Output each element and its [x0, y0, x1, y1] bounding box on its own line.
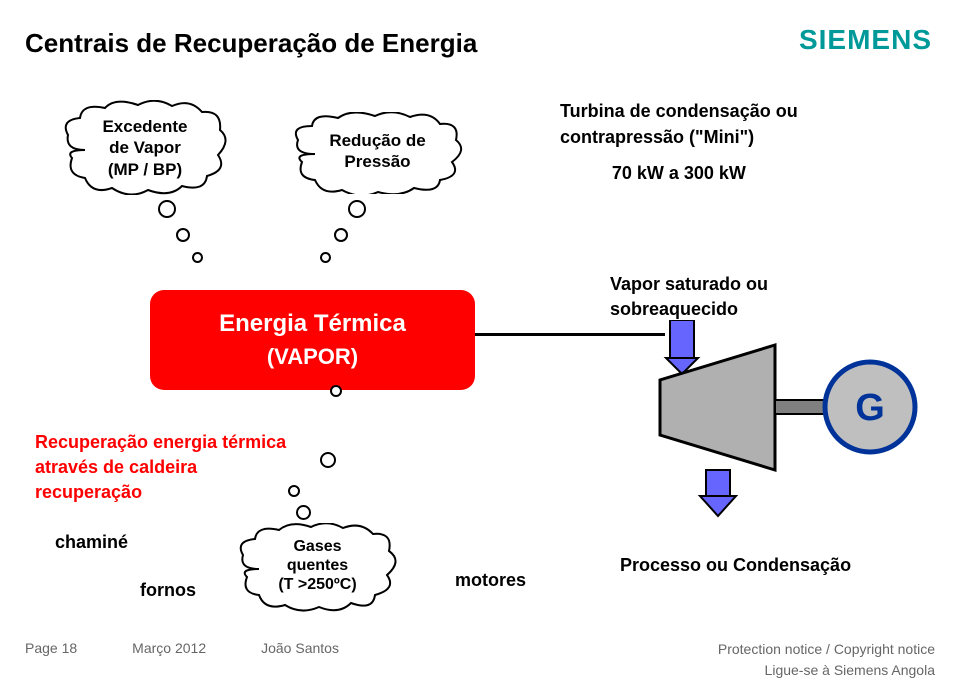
cloud1-dot1	[158, 200, 176, 218]
vapor-text: Vapor saturado ou sobreaquecido	[610, 272, 768, 322]
turb-l2: contrapressão ("Mini")	[560, 124, 798, 150]
page-title: Centrais de Recuperação de Energia	[25, 28, 477, 59]
rec-l3: recuperação	[35, 480, 286, 505]
cloud1-l1: Excedente	[60, 116, 230, 137]
cloud-gases: Gases quentes (T >250ºC)	[235, 523, 400, 613]
cloud1-dot3	[192, 252, 203, 263]
energia-termica-block: Energia Térmica (VAPOR)	[150, 290, 475, 390]
cloud3-dot2	[288, 485, 300, 497]
cloud3-l1: Gases	[235, 537, 400, 556]
cloud2-l1: Redução de	[290, 130, 465, 151]
processo-text: Processo ou Condensação	[620, 555, 851, 576]
turb-l3: 70 kW a 300 kW	[560, 160, 798, 186]
red-top: Energia Térmica	[219, 310, 406, 338]
cloud1-l2: de Vapor	[60, 137, 230, 158]
recuperacao-text: Recuperação energia térmica através de c…	[35, 430, 286, 506]
cloud-reducao: Redução de Pressão	[290, 112, 465, 194]
footer-date: Março 2012	[132, 640, 206, 681]
turb-l1: Turbina de condensação ou	[560, 98, 798, 124]
vapor-l2: sobreaquecido	[610, 297, 768, 322]
turbine-graphic: G	[650, 320, 930, 520]
connector-line	[475, 333, 665, 336]
footer-author: João Santos	[261, 640, 339, 681]
footer-tagline: Ligue-se à Siemens Angola	[718, 661, 935, 681]
label-chamine: chaminé	[55, 532, 128, 553]
red-sub: (VAPOR)	[267, 344, 358, 370]
cloud2-l2: Pressão	[290, 151, 465, 172]
footer: Page 18 Março 2012 João Santos Protectio…	[25, 640, 935, 681]
rec-l1: Recuperação energia térmica	[35, 430, 286, 455]
cloud1-l3: (MP / BP)	[60, 159, 230, 180]
cloud2-dot1	[348, 200, 366, 218]
cloud1-dot2	[176, 228, 190, 242]
turbine-desc: Turbina de condensação ou contrapressão …	[560, 98, 798, 186]
cloud-excedente: Excedente de Vapor (MP / BP)	[60, 100, 230, 195]
footer-notice: Protection notice / Copyright notice	[718, 640, 935, 660]
red-dot	[330, 385, 342, 397]
rec-l2: através de caldeira	[35, 455, 286, 480]
cloud3-l2: quentes	[235, 556, 400, 575]
label-motores: motores	[455, 570, 526, 591]
cloud3-dot1	[296, 505, 311, 520]
cloud3-l3: (T >250ºC)	[235, 575, 400, 594]
vapor-l1: Vapor saturado ou	[610, 272, 768, 297]
label-fornos: fornos	[140, 580, 196, 601]
footer-page: Page 18	[25, 640, 77, 681]
svg-text:G: G	[855, 387, 885, 429]
cloud2-dot2	[334, 228, 348, 242]
siemens-logo: SIEMENS	[799, 24, 932, 56]
rec-dot	[320, 452, 336, 468]
cloud2-dot3	[320, 252, 331, 263]
